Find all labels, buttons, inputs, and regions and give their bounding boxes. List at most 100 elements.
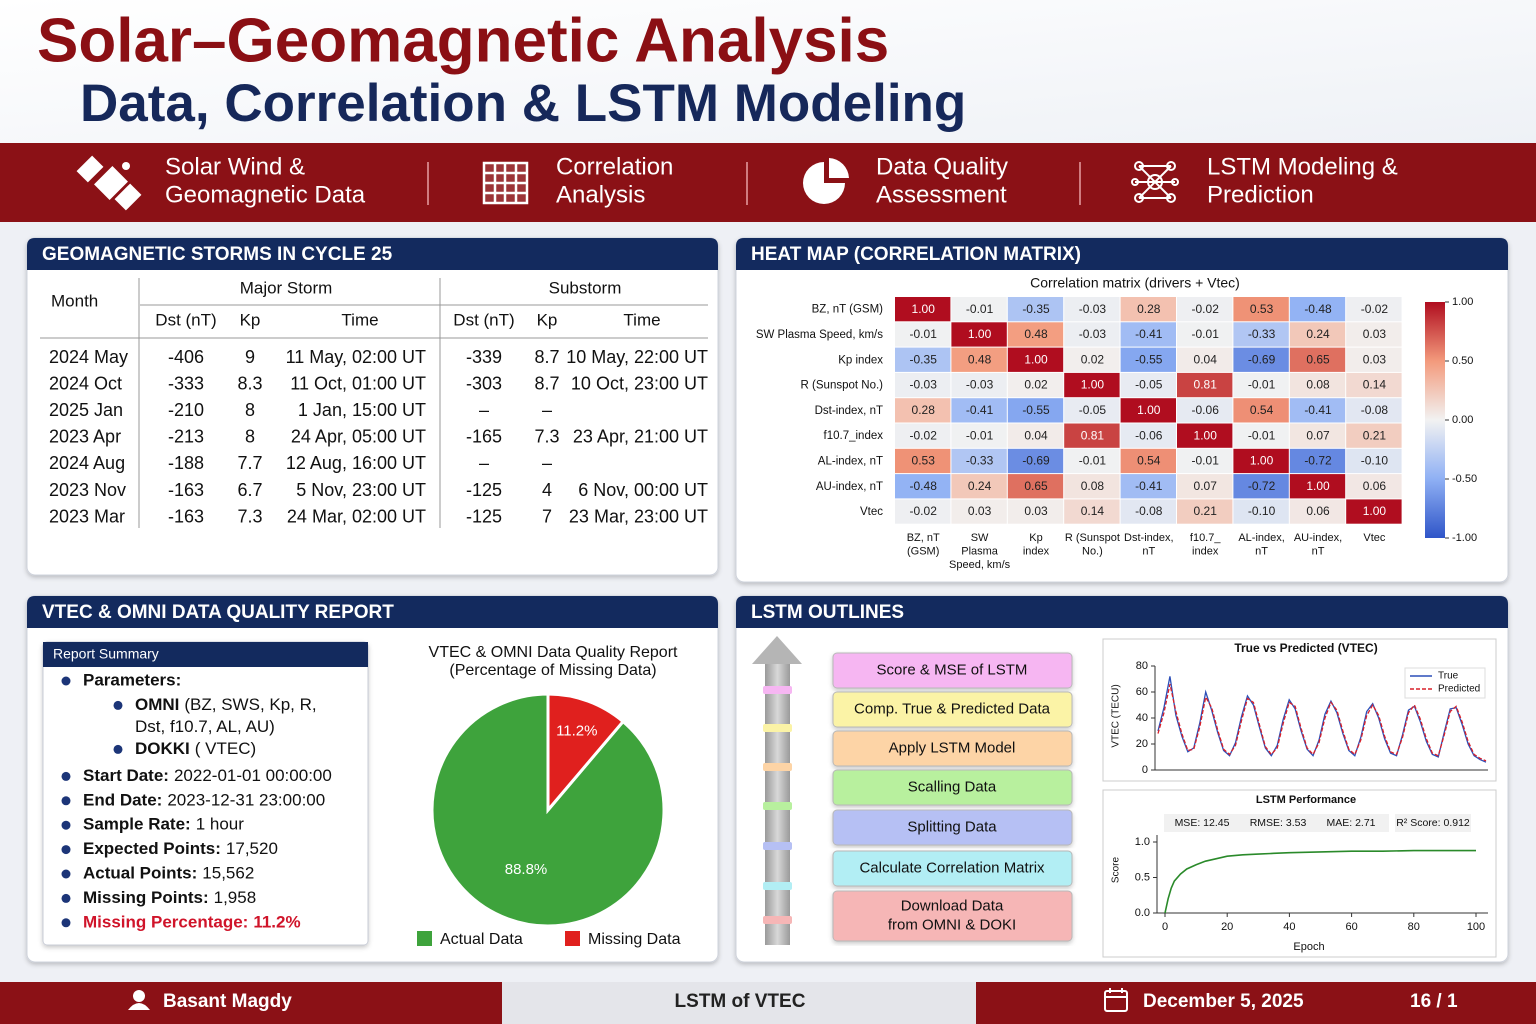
heatmap-cell <box>1289 398 1346 423</box>
column-label: AL-index, <box>1238 532 1284 544</box>
table-cell: 2024 Oct <box>49 373 122 393</box>
legend-box <box>1404 667 1486 699</box>
heatmap-cell <box>1007 398 1064 423</box>
heatmap-cell <box>1177 322 1233 347</box>
cell-label: 1.00 <box>1306 479 1330 493</box>
panel-title: GEOMAGNETIC STORMS IN CYCLE 25 <box>42 244 393 265</box>
table-cell: -213 <box>168 427 204 447</box>
cell-label: 0.04 <box>1194 352 1218 366</box>
panel-header <box>736 596 1508 628</box>
summary-value: 17,520 <box>226 839 278 858</box>
table-cell: 24 Apr, 05:00 UT <box>291 427 426 447</box>
table-cell: 8 <box>245 400 255 420</box>
step-box <box>832 809 1073 846</box>
cell-label: -0.01 <box>1248 378 1276 392</box>
table-cell: -125 <box>466 480 502 500</box>
heatmap-cell <box>951 322 1007 347</box>
nav-label: Data Quality <box>876 153 1008 180</box>
column-label: Plasma <box>961 545 999 557</box>
legend-label: True <box>1438 671 1459 682</box>
column-label: SW <box>971 532 989 544</box>
icon-network <box>1131 161 1179 203</box>
cell-label: -0.06 <box>1192 403 1220 417</box>
table-cell: 12 Aug, 16:00 UT <box>286 453 426 473</box>
cell-label: 1.00 <box>968 327 992 341</box>
metric-box <box>1164 814 1240 832</box>
bullet <box>113 700 123 710</box>
table-column-header: Dst (nT) <box>453 310 514 329</box>
pie-slice <box>546 692 626 815</box>
cell-label: 0.14 <box>1363 378 1387 392</box>
table-cell: 11 Oct, 01:00 UT <box>290 373 426 393</box>
heatmap-cell <box>1007 347 1064 372</box>
cell-label: 0.81 <box>1081 428 1105 442</box>
nav-label: Correlation <box>556 153 673 180</box>
footer-topic: LSTM of VTEC <box>675 991 806 1012</box>
heatmap-cell <box>1346 499 1402 524</box>
panel-header <box>27 238 718 270</box>
column-label: nT <box>1142 545 1155 557</box>
cell-label: 1.00 <box>1194 428 1218 442</box>
heatmap-cell <box>1289 499 1346 524</box>
heatmap-cell <box>1007 423 1064 448</box>
table-cell: -163 <box>168 480 204 500</box>
table-cell: 2025 Jan <box>49 400 123 420</box>
heatmap-cell <box>1233 297 1289 322</box>
heatmap-cell <box>1120 448 1176 474</box>
row-label: AU-index, nT <box>816 481 883 493</box>
row-label: f10.7_index <box>824 430 884 442</box>
table-column-header: Kp <box>537 310 558 329</box>
x-tick-label: 80 <box>1408 921 1420 933</box>
icon-calendar <box>1104 988 1128 1012</box>
row-label: Dst-index, nT <box>815 405 883 417</box>
step-box <box>832 691 1073 728</box>
cell-label: 0.28 <box>1137 302 1161 316</box>
step-box <box>832 890 1073 942</box>
heatmap-cell <box>1346 474 1402 499</box>
page-title: Solar–Geomagnetic Analysis <box>37 6 889 75</box>
table-cell: 10 Oct, 23:00 UT <box>571 373 708 393</box>
cell-label: -0.01 <box>966 302 994 316</box>
heatmap-cell <box>1064 423 1120 448</box>
bullet <box>61 845 71 855</box>
chart-title: True vs Predicted (VTEC) <box>1234 641 1377 655</box>
table-cell: 23 Mar, 23:00 UT <box>569 506 708 526</box>
heatmap-cell <box>1064 474 1120 499</box>
summary-value: 1,958 <box>214 888 257 907</box>
table-cell: 4 <box>542 480 552 500</box>
cell-label: -0.03 <box>910 378 938 392</box>
cell-label: 0.02 <box>1024 378 1048 392</box>
arrow-marker <box>763 686 792 694</box>
table-cell: 7.3 <box>534 427 559 447</box>
heatmap-cell <box>1233 499 1289 524</box>
colorbar-tick-label: -1.00 <box>1452 532 1477 544</box>
cell-label: 0.21 <box>1194 504 1218 518</box>
table-cell: -339 <box>466 347 502 367</box>
table-column-header: Time <box>341 310 378 329</box>
table-cell: 8.3 <box>237 373 262 393</box>
column-label: f10.7_ <box>1190 532 1221 544</box>
heatmap-cell <box>1346 398 1402 423</box>
cell-label: 1.00 <box>1081 378 1105 392</box>
nav-label: LSTM Modeling & <box>1207 153 1398 180</box>
table-group-header: Substorm <box>549 278 622 297</box>
heatmap-cell <box>1064 448 1120 474</box>
cell-label: 0.54 <box>1137 454 1161 468</box>
row-label: Vtec <box>860 506 883 518</box>
arrow-marker <box>763 802 792 810</box>
metric-box <box>1240 814 1316 832</box>
heatmap-cell <box>1064 372 1120 398</box>
heatmap-cell <box>1289 347 1346 372</box>
heatmap-cell <box>1007 499 1064 524</box>
column-label: Speed, km/s <box>949 559 1011 571</box>
colorbar-tick-label: -0.50 <box>1452 473 1477 485</box>
heatmap-cell <box>1289 423 1346 448</box>
cell-label: -0.02 <box>1361 302 1389 316</box>
step-label: Score & MSE of LSTM <box>877 661 1028 678</box>
cell-label: 0.24 <box>968 479 992 493</box>
heatmap-cell <box>895 347 951 372</box>
cell-label: 0.02 <box>1081 352 1105 366</box>
step-label: Apply LSTM Model <box>889 739 1016 756</box>
panel-header <box>27 596 718 628</box>
